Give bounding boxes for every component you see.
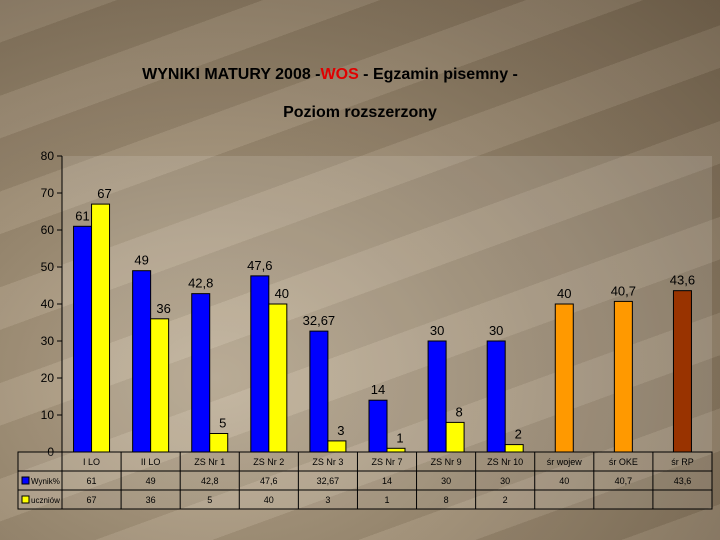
data-label-wynik: 49 <box>134 253 148 268</box>
data-label-uczniow: 67 <box>97 186 111 201</box>
x-category-label: ZS Nr 9 <box>431 457 462 467</box>
bar-uczniow <box>386 447 406 453</box>
y-tick-label: 20 <box>41 371 55 385</box>
slide-title: WYNIKI MATURY 2008 -WOS - Egzamin pisemn… <box>0 66 660 84</box>
table-cell: 42,8 <box>201 476 219 486</box>
x-category-label: ZS Nr 7 <box>371 457 402 467</box>
data-label-wynik: 40,7 <box>611 283 636 298</box>
x-category-label: śr wojew <box>547 457 583 467</box>
table-cell: 30 <box>441 476 451 486</box>
table-cell: 61 <box>87 476 97 486</box>
data-label-wynik: 61 <box>75 208 89 223</box>
x-category-label: ZS Nr 2 <box>253 457 284 467</box>
data-label-wynik: 30 <box>430 323 444 338</box>
legend-key-wynik <box>21 476 30 485</box>
bar-uczniow <box>91 203 111 453</box>
x-category-label: II LO <box>141 457 161 467</box>
bar-wynik <box>486 340 506 453</box>
bar-wynik <box>132 270 152 453</box>
bar-wynik <box>73 225 93 453</box>
data-label-uczniow: 2 <box>515 427 522 442</box>
table-cell: 32,67 <box>317 476 340 486</box>
y-tick-label: 50 <box>41 260 55 274</box>
x-category-label: śr RP <box>671 457 694 467</box>
bar-uczniow <box>268 303 288 453</box>
title-subject: WOS <box>320 66 359 83</box>
data-label-uczniow: 3 <box>337 423 344 438</box>
bar-uczniow <box>150 318 170 453</box>
x-category-label: ZS Nr 3 <box>312 457 343 467</box>
table-cell: 49 <box>146 476 156 486</box>
bar-wynik <box>554 303 574 453</box>
bar-wynik <box>613 300 633 453</box>
table-cell: 47,6 <box>260 476 278 486</box>
title-prefix: WYNIKI MATURY 2008 - <box>142 66 321 83</box>
table-cell: 3 <box>325 495 330 505</box>
bar-uczniow <box>209 433 229 453</box>
y-tick-label: 30 <box>41 334 55 348</box>
table-cell: 40 <box>264 495 274 505</box>
table-cell: 14 <box>382 476 392 486</box>
y-tick-label: 10 <box>41 408 55 422</box>
data-table <box>17 451 713 510</box>
table-cell: 43,6 <box>674 476 692 486</box>
y-tick-label: 70 <box>41 186 55 200</box>
table-cell: 40 <box>559 476 569 486</box>
bar-uczniow <box>504 444 524 453</box>
bar-uczniow <box>327 440 347 453</box>
legend-label: uczniów <box>31 496 60 505</box>
data-label-wynik: 30 <box>489 323 503 338</box>
table-cell: 1 <box>384 495 389 505</box>
data-label-uczniow: 1 <box>396 430 403 445</box>
table-cell: 5 <box>207 495 212 505</box>
data-label-uczniow: 40 <box>275 286 289 301</box>
y-tick-label: 40 <box>41 297 55 311</box>
y-tick-label: 60 <box>41 223 55 237</box>
data-label-wynik: 47,6 <box>247 258 272 273</box>
x-category-label: śr OKE <box>609 457 638 467</box>
bar-wynik <box>309 330 329 453</box>
bar-wynik <box>250 275 270 453</box>
y-tick-label: 80 <box>41 149 55 163</box>
data-label-uczniow: 5 <box>219 416 226 431</box>
data-label-uczniow: 36 <box>156 301 170 316</box>
table-cell: 8 <box>444 495 449 505</box>
bar-wynik <box>368 399 388 453</box>
data-label-wynik: 14 <box>371 382 385 397</box>
table-cell: 30 <box>500 476 510 486</box>
x-category-label: ZS Nr 10 <box>487 457 523 467</box>
bar-wynik <box>672 290 692 453</box>
data-label-wynik: 32,67 <box>303 313 336 328</box>
data-label-wynik: 40 <box>557 286 571 301</box>
title-suffix: - Egzamin pisemny - <box>358 66 518 83</box>
bar-uczniow <box>445 421 465 453</box>
bar-wynik <box>191 293 211 453</box>
slide-subtitle: Poziom rozszerzony <box>283 104 437 121</box>
table-cell: 36 <box>146 495 156 505</box>
bar-wynik <box>427 340 447 453</box>
data-label-wynik: 43,6 <box>670 273 695 288</box>
table-cell: 67 <box>87 495 97 505</box>
table-cell: 40,7 <box>615 476 633 486</box>
x-category-label: ZS Nr 1 <box>194 457 225 467</box>
legend-key-uczniow <box>21 495 30 504</box>
data-label-uczniow: 8 <box>455 404 462 419</box>
table-cell: 2 <box>503 495 508 505</box>
x-category-label: I LO <box>83 457 100 467</box>
legend-label: Wynik% <box>31 477 60 486</box>
data-label-wynik: 42,8 <box>188 276 213 291</box>
